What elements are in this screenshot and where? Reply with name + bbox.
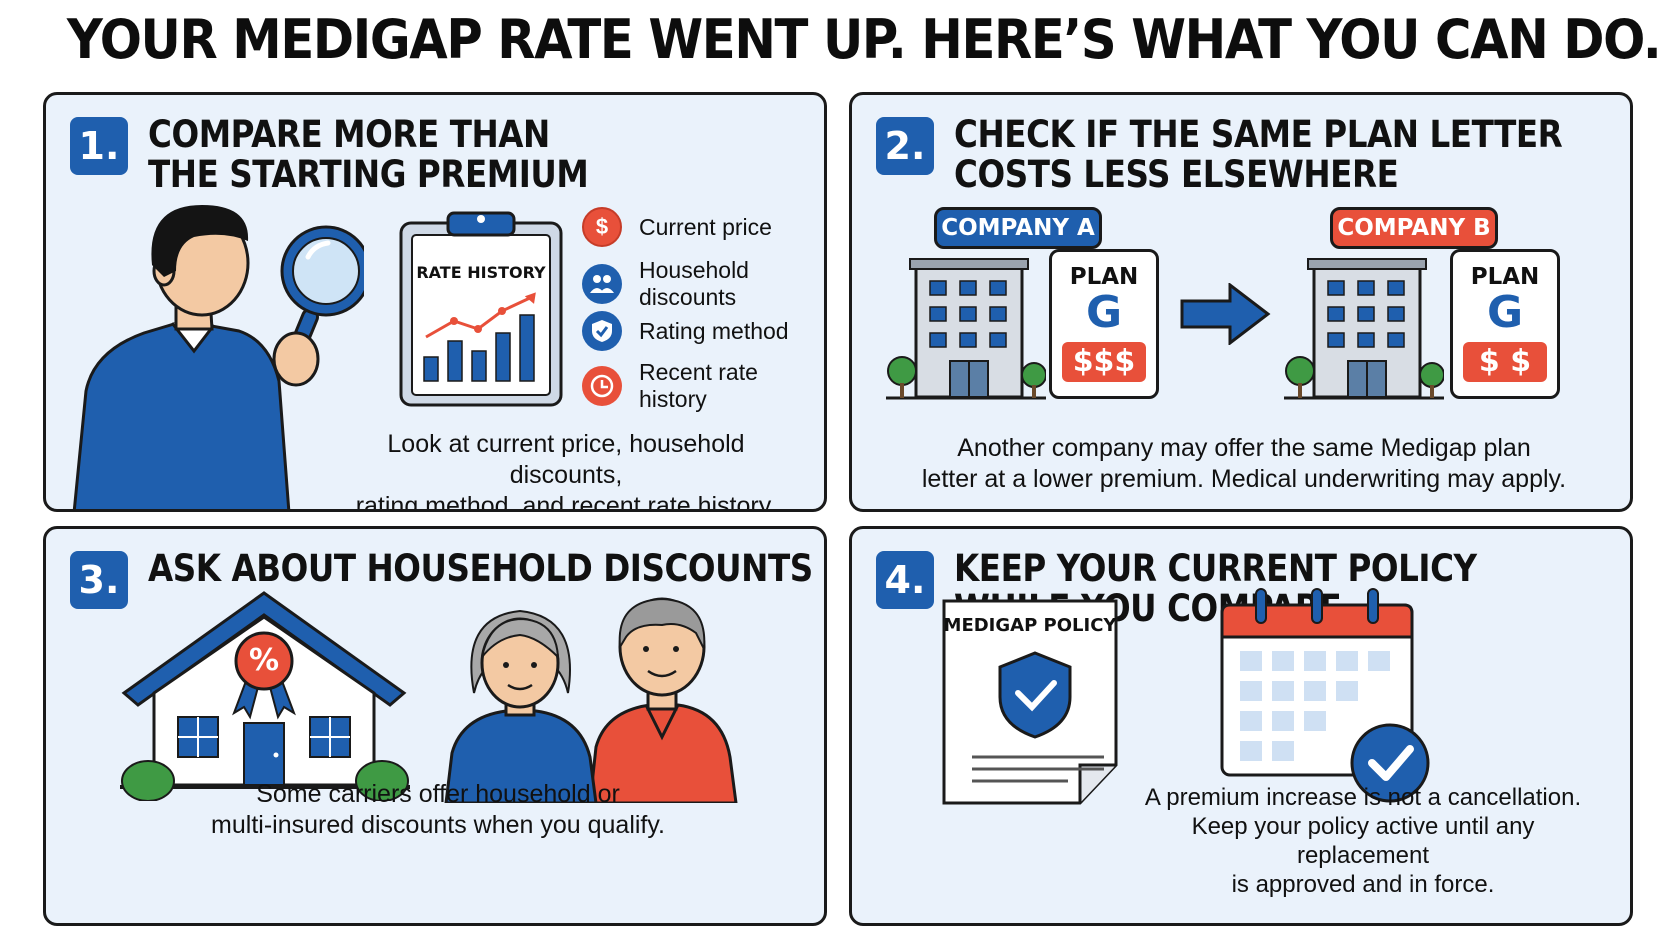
panel-title: COMPARE MORE THAN THE STARTING PREMIUM <box>148 113 589 196</box>
people-icon <box>582 264 622 304</box>
plan-card-company-a: PLAN G $$$ <box>1049 249 1159 399</box>
shield-check-icon <box>582 311 622 351</box>
building-b-icon <box>1284 258 1444 400</box>
plan-letter: G <box>1085 287 1123 338</box>
percent-badge-icon: % <box>248 643 280 678</box>
panel-compare-premium: 1. COMPARE MORE THAN THE STARTING PREMIU… <box>43 92 827 512</box>
panel-caption: Some carriers offer household or multi-i… <box>106 779 770 841</box>
panel-title-line: CHECK IF THE SAME PLAN LETTER <box>954 113 1563 156</box>
step-number: 4. <box>876 551 934 609</box>
clipboard-label: RATE HISTORY <box>416 263 546 282</box>
calendar-check-icon <box>1220 588 1430 803</box>
legend-item-household-discounts: Household discounts <box>582 257 782 311</box>
legend-item-rating-method: Rating method <box>582 311 789 351</box>
caption-line: letter at a lower premium. Medical under… <box>921 465 1567 493</box>
step-number: 2. <box>876 117 934 175</box>
policy-document-icon: MEDIGAP POLICY <box>940 597 1140 807</box>
caption-line: rating method, and recent rate history. <box>355 492 777 512</box>
legend-label: Household discounts <box>639 257 749 310</box>
panel-caption: Another company may offer the same Medig… <box>872 433 1616 495</box>
panel-title-line: ASK ABOUT HOUSEHOLD DISCOUNTS <box>148 547 813 590</box>
company-a-tag: COMPANY A <box>934 207 1102 249</box>
legend-item-recent-rate-history: Recent rate history <box>582 359 759 413</box>
arrow-right-icon <box>1180 283 1271 345</box>
panel-keep-policy: 4. KEEP YOUR CURRENT POLICY WHILE YOU CO… <box>849 526 1633 926</box>
legend-label: Current price <box>639 213 772 240</box>
panel-title-line: COSTS LESS ELSEWHERE <box>954 153 1399 196</box>
caption-line: Some carriers offer household or <box>256 780 620 808</box>
price-badge-high: $$$ <box>1062 342 1146 382</box>
legend-label: Recent rate history <box>639 359 758 412</box>
plan-label: PLAN <box>1069 264 1139 290</box>
caption-line: multi-insured discounts when you qualify… <box>211 811 665 839</box>
caption-line: is approved and in force. <box>1231 871 1495 898</box>
panel-title-line: THE STARTING PREMIUM <box>148 153 589 196</box>
couple-illustration <box>444 597 738 803</box>
plan-card-company-b: PLAN G $ $ <box>1450 249 1560 399</box>
caption-line: Look at current price, household discoun… <box>387 430 745 489</box>
panel-title-line: COMPARE MORE THAN <box>148 113 550 156</box>
caption-line: Another company may offer the same Medig… <box>957 434 1531 462</box>
panel-same-plan-letter: 2. CHECK IF THE SAME PLAN LETTER COSTS L… <box>849 92 1633 512</box>
legend-label: Rating method <box>639 317 789 344</box>
clock-icon <box>582 366 622 406</box>
plan-letter: G <box>1486 287 1524 338</box>
panel-caption: A premium increase is not a cancellation… <box>1128 783 1598 899</box>
document-label: MEDIGAP POLICY <box>943 615 1117 636</box>
panel-title-line: KEEP YOUR CURRENT POLICY <box>954 547 1477 590</box>
plan-label: PLAN <box>1470 264 1540 290</box>
rate-history-clipboard: RATE HISTORY <box>398 211 564 407</box>
dollar-icon: $ <box>582 207 622 247</box>
page-title: YOUR MEDIGAP RATE WENT UP. HERE’S WHAT Y… <box>66 8 1662 71</box>
panel-title: CHECK IF THE SAME PLAN LETTER COSTS LESS… <box>954 113 1563 196</box>
panel-household-discounts: 3. ASK ABOUT HOUSEHOLD DISCOUNTS % <box>43 526 827 926</box>
step-number: 3. <box>70 551 128 609</box>
step-number: 1. <box>70 117 128 175</box>
caption-line: A premium increase is not a cancellation… <box>1144 784 1582 811</box>
house-icon <box>120 591 410 801</box>
panel-caption: Look at current price, household discoun… <box>336 429 796 512</box>
panel-title: ASK ABOUT HOUSEHOLD DISCOUNTS <box>148 549 813 589</box>
company-b-tag: COMPANY B <box>1330 207 1498 249</box>
building-a-icon <box>886 258 1046 400</box>
legend-item-current-price: $ Current price <box>582 207 772 247</box>
price-badge-low: $ $ <box>1463 342 1547 382</box>
person-magnifier-illustration <box>72 205 364 509</box>
caption-line: Keep your policy active until any replac… <box>1191 813 1535 869</box>
